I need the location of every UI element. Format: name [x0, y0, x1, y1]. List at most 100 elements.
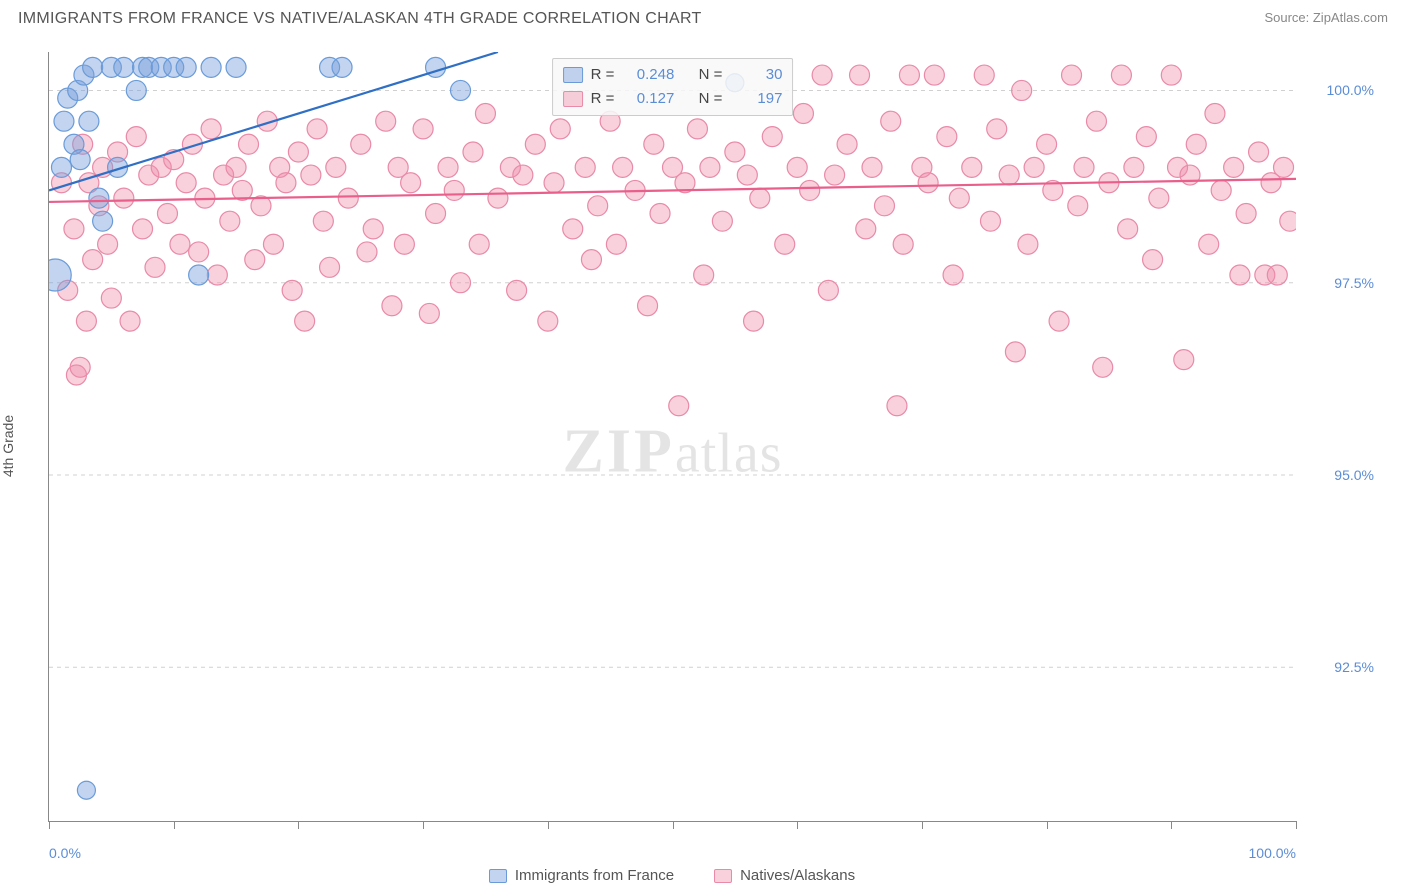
y-axis-label: 4th Grade: [0, 415, 16, 477]
scatter-point-natives: [133, 219, 153, 239]
scatter-point-natives: [507, 280, 527, 300]
scatter-point-natives: [750, 188, 770, 208]
scatter-point-natives: [438, 157, 458, 177]
scatter-point-natives: [644, 134, 664, 154]
scatter-point-natives: [413, 119, 433, 139]
plot-area: ZIPatlas R = 0.248 N = 30 R = 0.127 N = …: [48, 52, 1296, 822]
scatter-point-natives: [538, 311, 558, 331]
scatter-point-natives: [1068, 196, 1088, 216]
scatter-point-natives: [351, 134, 371, 154]
scatter-point-natives: [98, 234, 118, 254]
scatter-point-natives: [862, 157, 882, 177]
scatter-point-france: [54, 111, 74, 131]
legend-swatch-natives-icon: [714, 869, 732, 883]
scatter-point-natives: [488, 188, 508, 208]
scatter-point-natives: [295, 311, 315, 331]
scatter-point-natives: [1118, 219, 1138, 239]
scatter-point-natives: [307, 119, 327, 139]
scatter-point-natives: [856, 219, 876, 239]
scatter-point-natives: [76, 311, 96, 331]
scatter-point-natives: [725, 142, 745, 162]
scatter-point-natives: [613, 157, 633, 177]
scatter-point-natives: [320, 257, 340, 277]
scatter-point-natives: [999, 165, 1019, 185]
scatter-point-natives: [201, 119, 221, 139]
scatter-point-natives: [363, 219, 383, 239]
scatter-point-natives: [1062, 65, 1082, 85]
scatter-point-natives: [899, 65, 919, 85]
scatter-point-natives: [1267, 265, 1287, 285]
y-tick-label: 92.5%: [1334, 659, 1374, 675]
source-link[interactable]: ZipAtlas.com: [1313, 10, 1388, 25]
correlation-legend: R = 0.248 N = 30 R = 0.127 N = 197: [552, 58, 794, 116]
scatter-point-natives: [475, 104, 495, 124]
scatter-point-france: [93, 211, 113, 231]
scatter-point-france: [226, 57, 246, 77]
legend-row-natives: R = 0.127 N = 197: [563, 87, 783, 111]
scatter-point-natives: [650, 203, 670, 223]
x-tick-mark: [1296, 821, 1297, 829]
scatter-point-natives: [513, 165, 533, 185]
plot-wrapper: ZIPatlas R = 0.248 N = 30 R = 0.127 N = …: [48, 52, 1388, 844]
scatter-point-natives: [1124, 157, 1144, 177]
legend-item-natives: Natives/Alaskans: [714, 867, 855, 884]
scatter-point-natives: [837, 134, 857, 154]
scatter-point-france: [176, 57, 196, 77]
scatter-point-natives: [987, 119, 1007, 139]
scatter-point-natives: [775, 234, 795, 254]
scatter-point-natives: [1205, 104, 1225, 124]
scatter-point-natives: [189, 242, 209, 262]
scatter-point-natives: [980, 211, 1000, 231]
legend-swatch-natives: [563, 91, 583, 107]
scatter-point-natives: [1037, 134, 1057, 154]
scatter-point-natives: [544, 173, 564, 193]
scatter-point-natives: [282, 280, 302, 300]
x-tick-label: 0.0%: [49, 845, 81, 861]
scatter-point-natives: [525, 134, 545, 154]
scatter-point-france: [451, 80, 471, 100]
scatter-point-natives: [394, 234, 414, 254]
scatter-point-natives: [1093, 357, 1113, 377]
source-attribution: Source: ZipAtlas.com: [1264, 10, 1388, 25]
scatter-point-france: [51, 157, 71, 177]
scatter-point-natives: [581, 250, 601, 270]
scatter-point-natives: [64, 219, 84, 239]
scatter-point-natives: [893, 234, 913, 254]
y-tick-label: 100.0%: [1327, 82, 1374, 98]
scatter-point-natives: [451, 273, 471, 293]
x-tick-mark: [922, 821, 923, 829]
scatter-point-natives: [687, 119, 707, 139]
scatter-point-natives: [426, 203, 446, 223]
x-tick-mark: [174, 821, 175, 829]
scatter-point-natives: [949, 188, 969, 208]
data-layer: [49, 52, 1296, 821]
scatter-point-natives: [1199, 234, 1219, 254]
scatter-point-natives: [263, 234, 283, 254]
scatter-point-natives: [419, 303, 439, 323]
scatter-point-natives: [881, 111, 901, 131]
scatter-point-natives: [145, 257, 165, 277]
x-tick-mark: [673, 821, 674, 829]
scatter-point-natives: [1049, 311, 1069, 331]
scatter-point-natives: [937, 127, 957, 147]
scatter-point-natives: [924, 65, 944, 85]
scatter-point-natives: [463, 142, 483, 162]
scatter-point-natives: [1086, 111, 1106, 131]
scatter-point-natives: [357, 242, 377, 262]
scatter-point-natives: [1136, 127, 1156, 147]
x-tick-mark: [548, 821, 549, 829]
scatter-point-natives: [1012, 80, 1032, 100]
scatter-point-natives: [712, 211, 732, 231]
scatter-point-natives: [469, 234, 489, 254]
scatter-point-natives: [157, 203, 177, 223]
scatter-point-natives: [762, 127, 782, 147]
scatter-point-natives: [1274, 157, 1294, 177]
scatter-point-france: [89, 188, 109, 208]
y-tick-label: 95.0%: [1334, 467, 1374, 483]
scatter-point-natives: [812, 65, 832, 85]
scatter-point-natives: [1224, 157, 1244, 177]
scatter-point-natives: [737, 165, 757, 185]
scatter-point-natives: [226, 157, 246, 177]
scatter-point-natives: [207, 265, 227, 285]
scatter-point-natives: [382, 296, 402, 316]
